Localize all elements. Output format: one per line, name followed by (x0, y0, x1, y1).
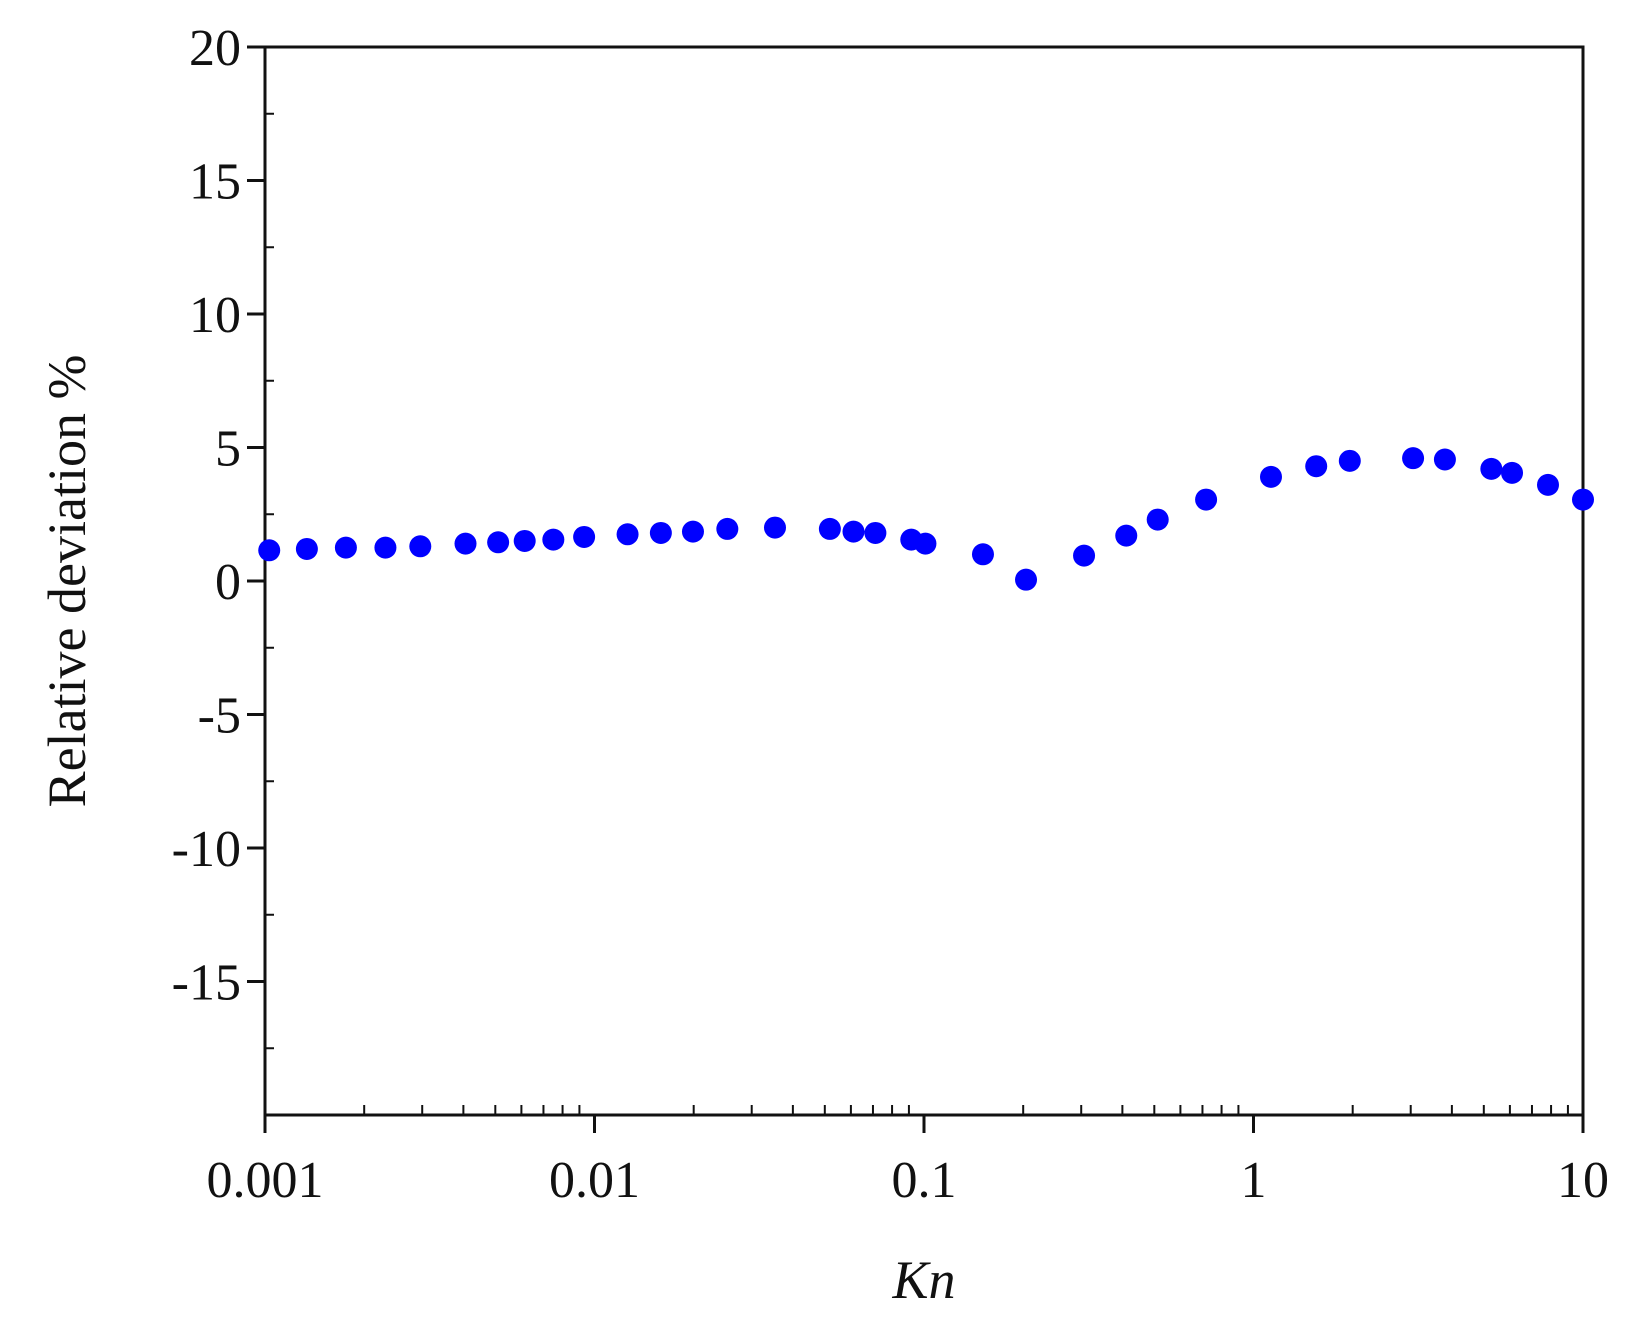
data-point (573, 525, 596, 548)
data-point (716, 517, 739, 540)
data-point (409, 535, 432, 558)
data-point (681, 520, 704, 543)
data-point (649, 521, 672, 544)
data-point (1305, 455, 1328, 478)
data-point (334, 536, 357, 559)
data-point (1536, 473, 1559, 496)
data-point (1572, 488, 1594, 511)
data-point (1338, 449, 1361, 472)
data-point (1015, 568, 1038, 591)
data-point (513, 529, 536, 552)
data-point (1195, 488, 1218, 511)
data-point (763, 516, 786, 539)
data-point (1433, 448, 1456, 471)
y-tick-label: 0 (215, 554, 241, 611)
y-tick-label: -10 (172, 821, 241, 878)
data-point (258, 539, 281, 562)
data-point (616, 523, 639, 546)
data-point (1501, 461, 1524, 484)
x-minor-ticks (363, 1105, 1569, 1115)
data-point (1073, 544, 1096, 567)
y-tick-label: -15 (172, 955, 241, 1012)
y-tick-label: 20 (189, 20, 241, 77)
data-point (1480, 457, 1503, 480)
data-points (258, 447, 1594, 591)
x-tick-label: 0.01 (549, 1152, 640, 1209)
data-point (864, 521, 887, 544)
x-tick-label: 10 (1557, 1152, 1609, 1209)
data-point (487, 531, 510, 554)
x-tick-label: 0.001 (207, 1152, 324, 1209)
x-tick-label: 1 (1241, 1152, 1267, 1209)
y-axis-title: Relative deviation % (37, 355, 97, 808)
y-minor-ticks (265, 112, 274, 1050)
data-point (971, 543, 994, 566)
x-axis-title: Kn (891, 1250, 955, 1310)
data-point (1402, 447, 1425, 470)
data-point (1146, 508, 1169, 531)
y-major-ticks (247, 45, 265, 983)
data-point (818, 517, 841, 540)
y-tick-labels: 20 15 10 5 0 -5 -10 -15 (172, 20, 241, 1012)
data-point (542, 528, 565, 551)
y-tick-label: 10 (189, 287, 241, 344)
data-point (295, 537, 318, 560)
data-point (454, 532, 477, 555)
x-major-ticks (263, 1115, 1585, 1133)
data-point (1259, 465, 1282, 488)
x-tick-labels: 0.001 0.01 0.1 1 10 (207, 1152, 1610, 1209)
data-point (374, 536, 397, 559)
data-point (914, 532, 937, 555)
plot-frame (263, 45, 1585, 1117)
data-point (842, 520, 865, 543)
y-tick-label: 5 (215, 421, 241, 478)
data-point (1115, 524, 1138, 547)
y-tick-label: -5 (198, 688, 241, 745)
y-tick-label: 15 (189, 154, 241, 211)
x-tick-label: 0.1 (892, 1152, 957, 1209)
